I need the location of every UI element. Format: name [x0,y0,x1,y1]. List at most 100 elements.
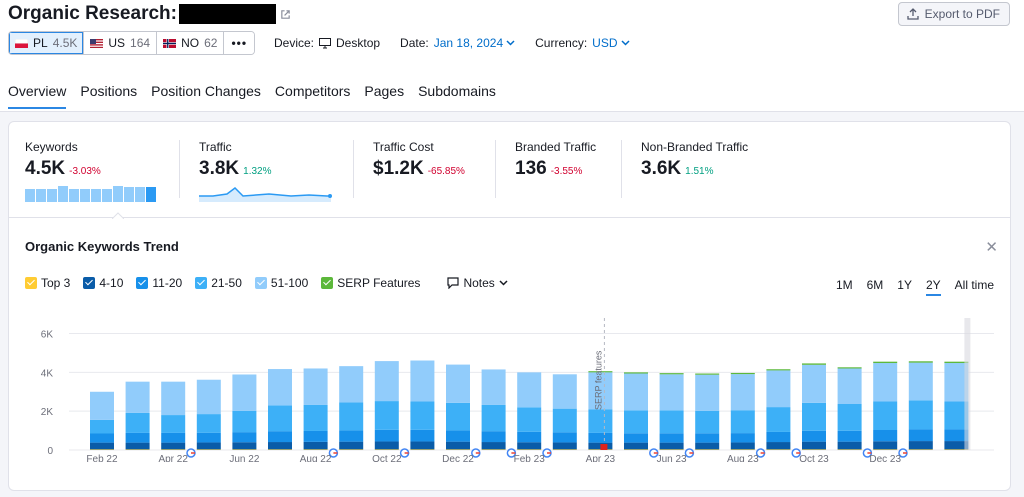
bar-segment[interactable] [303,430,328,442]
google-update-icon[interactable] [328,448,339,458]
range-6m[interactable]: 6M [866,278,884,292]
bar-segment[interactable] [588,432,613,443]
bar-segment[interactable] [446,364,470,403]
bar-segment[interactable] [125,442,150,450]
bar-segment[interactable] [624,372,648,374]
bar-segment[interactable] [802,441,826,450]
bar-segment[interactable] [303,404,328,431]
bar-segment[interactable] [196,432,221,443]
bar-segment[interactable] [659,410,684,434]
bar-segment[interactable] [410,441,435,450]
bar-segment[interactable] [90,449,114,450]
google-update-icon[interactable] [471,448,481,458]
google-update-icon[interactable] [791,448,801,458]
external-link-icon[interactable] [280,9,291,20]
bar-segment[interactable] [303,449,328,450]
metric-branded-traffic[interactable]: Branded Traffic 136 -3.55% [515,140,597,179]
google-update-icon[interactable] [684,448,695,458]
bar-segment[interactable] [410,401,435,430]
bar-segment[interactable] [232,442,257,450]
google-update-icon[interactable] [506,448,517,458]
bar-segment[interactable] [303,441,328,450]
bar-segment[interactable] [873,430,898,442]
bar-segment[interactable] [624,433,648,443]
bar-segment[interactable] [944,429,969,442]
bar-segment[interactable] [232,374,257,411]
bar-segment[interactable] [161,449,186,450]
bar-segment[interactable] [766,407,791,432]
bar-segment[interactable] [552,374,577,409]
bar-segment[interactable] [303,368,328,405]
range-2y[interactable]: 2Y [925,278,941,296]
bar-segment[interactable] [837,449,862,450]
bar-segment[interactable] [588,372,613,410]
bar-segment[interactable] [624,449,648,450]
bar-segment[interactable] [125,381,150,413]
bar-segment[interactable] [873,441,898,450]
tab-position-changes[interactable]: Position Changes [151,83,261,99]
bar-segment[interactable] [517,407,542,432]
range-1m[interactable]: 1M [835,278,853,292]
bar-segment[interactable] [588,409,613,433]
bar-segment[interactable] [730,372,755,375]
bar-segment[interactable] [410,449,435,450]
legend-top3[interactable]: Top 3 [25,276,70,290]
bar-segment[interactable] [837,368,862,404]
bar-segment[interactable] [232,449,257,450]
bar-segment[interactable] [552,442,577,450]
more-databases-button[interactable]: ••• [224,32,255,54]
bar-segment[interactable] [125,412,150,433]
bar-segment[interactable] [837,367,862,369]
bar-segment[interactable] [446,441,470,450]
close-icon[interactable]: ✕ [985,239,998,256]
bar-segment[interactable] [196,442,221,450]
bar-segment[interactable] [268,442,292,450]
bar-segment[interactable] [374,429,399,442]
bar-segment[interactable] [517,372,542,408]
bar-segment[interactable] [125,449,150,450]
bar-segment[interactable] [659,373,684,375]
bar-segment[interactable] [766,431,791,443]
bar-segment[interactable] [908,429,933,442]
date-option[interactable]: Date: Jan 18, 2024 [400,36,515,50]
bar-segment[interactable] [446,449,470,450]
bar-segment[interactable] [695,374,720,411]
bar-segment[interactable] [837,441,862,450]
range-1y[interactable]: 1Y [897,278,912,292]
google-update-icon[interactable] [898,448,908,458]
bar-segment[interactable] [730,442,755,450]
bar-segment[interactable] [908,441,933,450]
bar-segment[interactable] [730,410,755,434]
metric-keywords[interactable]: Keywords 4.5K -3.03% [25,140,160,207]
bar-segment[interactable] [908,449,933,450]
bar-segment[interactable] [517,449,542,450]
bar-segment[interactable] [873,401,898,431]
bar-segment[interactable] [837,403,862,431]
bar-segment[interactable] [908,362,933,401]
db-no[interactable]: NO 62 [157,32,225,54]
tab-positions[interactable]: Positions [80,83,138,99]
bar-segment[interactable] [268,405,292,432]
bar-segment[interactable] [944,449,969,450]
bar-segment[interactable] [695,449,720,450]
bar-segment[interactable] [374,441,399,450]
currency-option[interactable]: Currency: USD [535,36,630,50]
bar-segment[interactable] [446,430,470,442]
bar-segment[interactable] [339,366,364,403]
metric-non-branded-traffic[interactable]: Non-Branded Traffic 3.6K 1.51% [641,140,749,179]
bar-segment[interactable] [944,361,969,364]
google-update-icon[interactable] [862,448,873,458]
legend-serp-features[interactable]: SERP Features [321,276,420,290]
bar-segment[interactable] [481,369,506,405]
metric-traffic-cost[interactable]: Traffic Cost $1.2K -65.85% [373,140,465,179]
tab-overview[interactable]: Overview [8,83,67,109]
bar-segment[interactable] [766,442,791,450]
bar-segment[interactable] [695,410,720,434]
export-pdf-button[interactable]: Export to PDF [897,2,1010,26]
bar-segment[interactable] [161,432,186,443]
db-us[interactable]: US 164 [84,32,158,54]
bar-segment[interactable] [481,442,506,450]
bar-segment[interactable] [410,360,435,402]
bar-segment[interactable] [659,374,684,411]
bar-segment[interactable] [446,402,470,431]
